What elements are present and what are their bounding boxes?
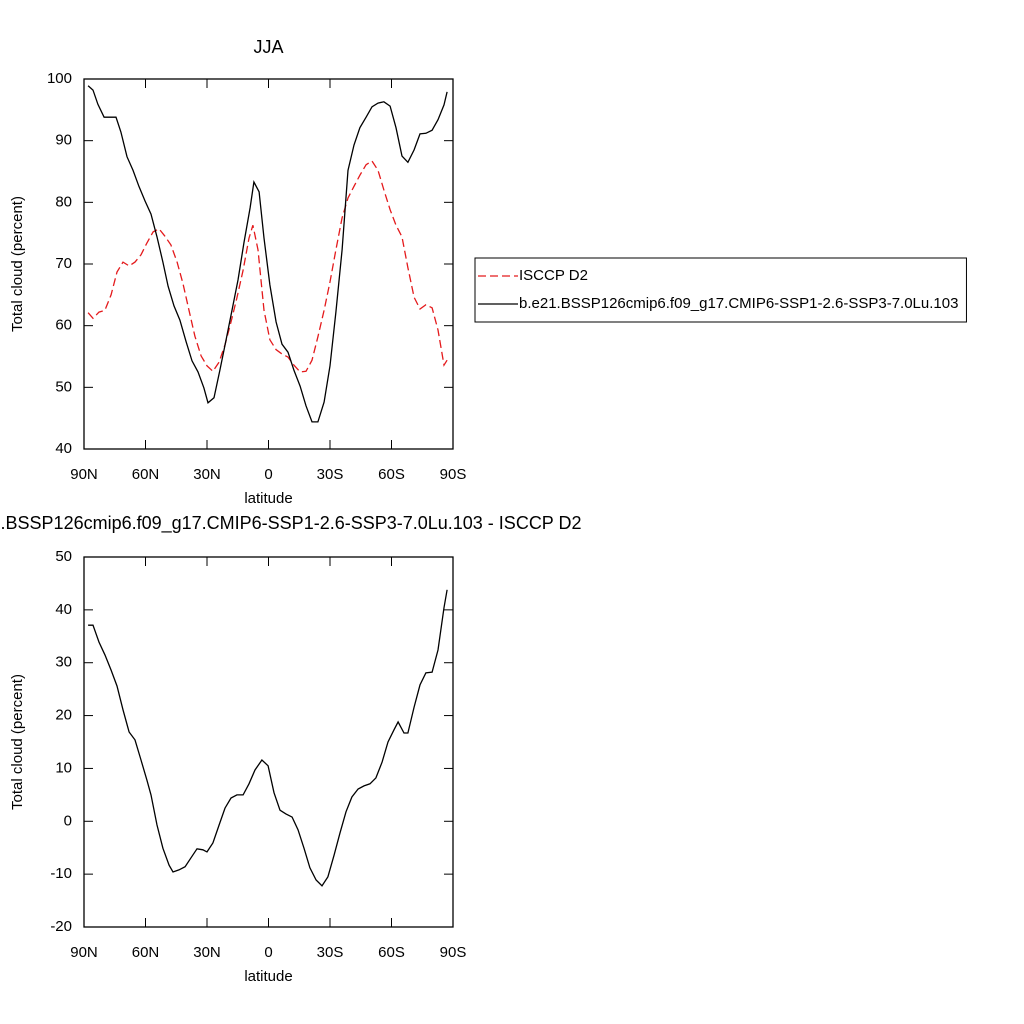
y-tick-label: 50 [55, 378, 72, 395]
x-tick-label: 90S [440, 466, 467, 483]
legend-box [474, 257, 967, 323]
x-tick-label: 90N [70, 466, 98, 483]
y-tick-label: 80 [55, 193, 72, 210]
y-axis-label: Total cloud (percent) [9, 196, 26, 332]
y-tick-label: -20 [50, 918, 72, 935]
plot-frame [83, 556, 454, 928]
y-tick-label: 40 [55, 601, 72, 618]
x-tick-label: 30N [193, 466, 221, 483]
chart-title: b.e21.BSSP126cmip6.f09_g17.CMIP6-SSP1-2.… [0, 513, 582, 534]
x-tick-label: 30S [317, 466, 344, 483]
plot-frame [83, 78, 454, 450]
x-tick-label: 60S [378, 944, 405, 961]
x-tick-label: 60S [378, 466, 405, 483]
data-line [88, 589, 448, 887]
x-tick-label: 30S [317, 944, 344, 961]
data-line [87, 85, 448, 423]
chart-title: JJA [253, 37, 283, 57]
y-tick-label: 10 [55, 759, 72, 776]
y-tick-label: 70 [55, 255, 72, 272]
x-tick-label: 0 [264, 944, 272, 961]
legend-label: ISCCP D2 [519, 267, 588, 284]
y-tick-label: 30 [55, 654, 72, 671]
y-tick-label: 100 [47, 70, 72, 87]
x-axis-label: latitude [244, 968, 292, 985]
y-tick-label: 40 [55, 440, 72, 457]
y-axis-label: Total cloud (percent) [9, 674, 26, 810]
x-tick-label: 60N [132, 944, 160, 961]
y-tick-label: 0 [64, 812, 72, 829]
x-tick-label: 90N [70, 944, 98, 961]
x-tick-label: 0 [264, 466, 272, 483]
y-tick-label: -10 [50, 865, 72, 882]
y-tick-label: 20 [55, 707, 72, 724]
x-axis-label: latitude [244, 490, 292, 507]
x-tick-label: 30N [193, 944, 221, 961]
y-tick-label: 90 [55, 132, 72, 149]
y-tick-label: 50 [55, 548, 72, 565]
x-tick-label: 60N [132, 466, 160, 483]
legend-label: b.e21.BSSP126cmip6.f09_g17.CMIP6-SSP1-2.… [519, 295, 958, 312]
y-tick-label: 60 [55, 317, 72, 334]
data-line [87, 160, 448, 373]
x-tick-label: 90S [440, 944, 467, 961]
